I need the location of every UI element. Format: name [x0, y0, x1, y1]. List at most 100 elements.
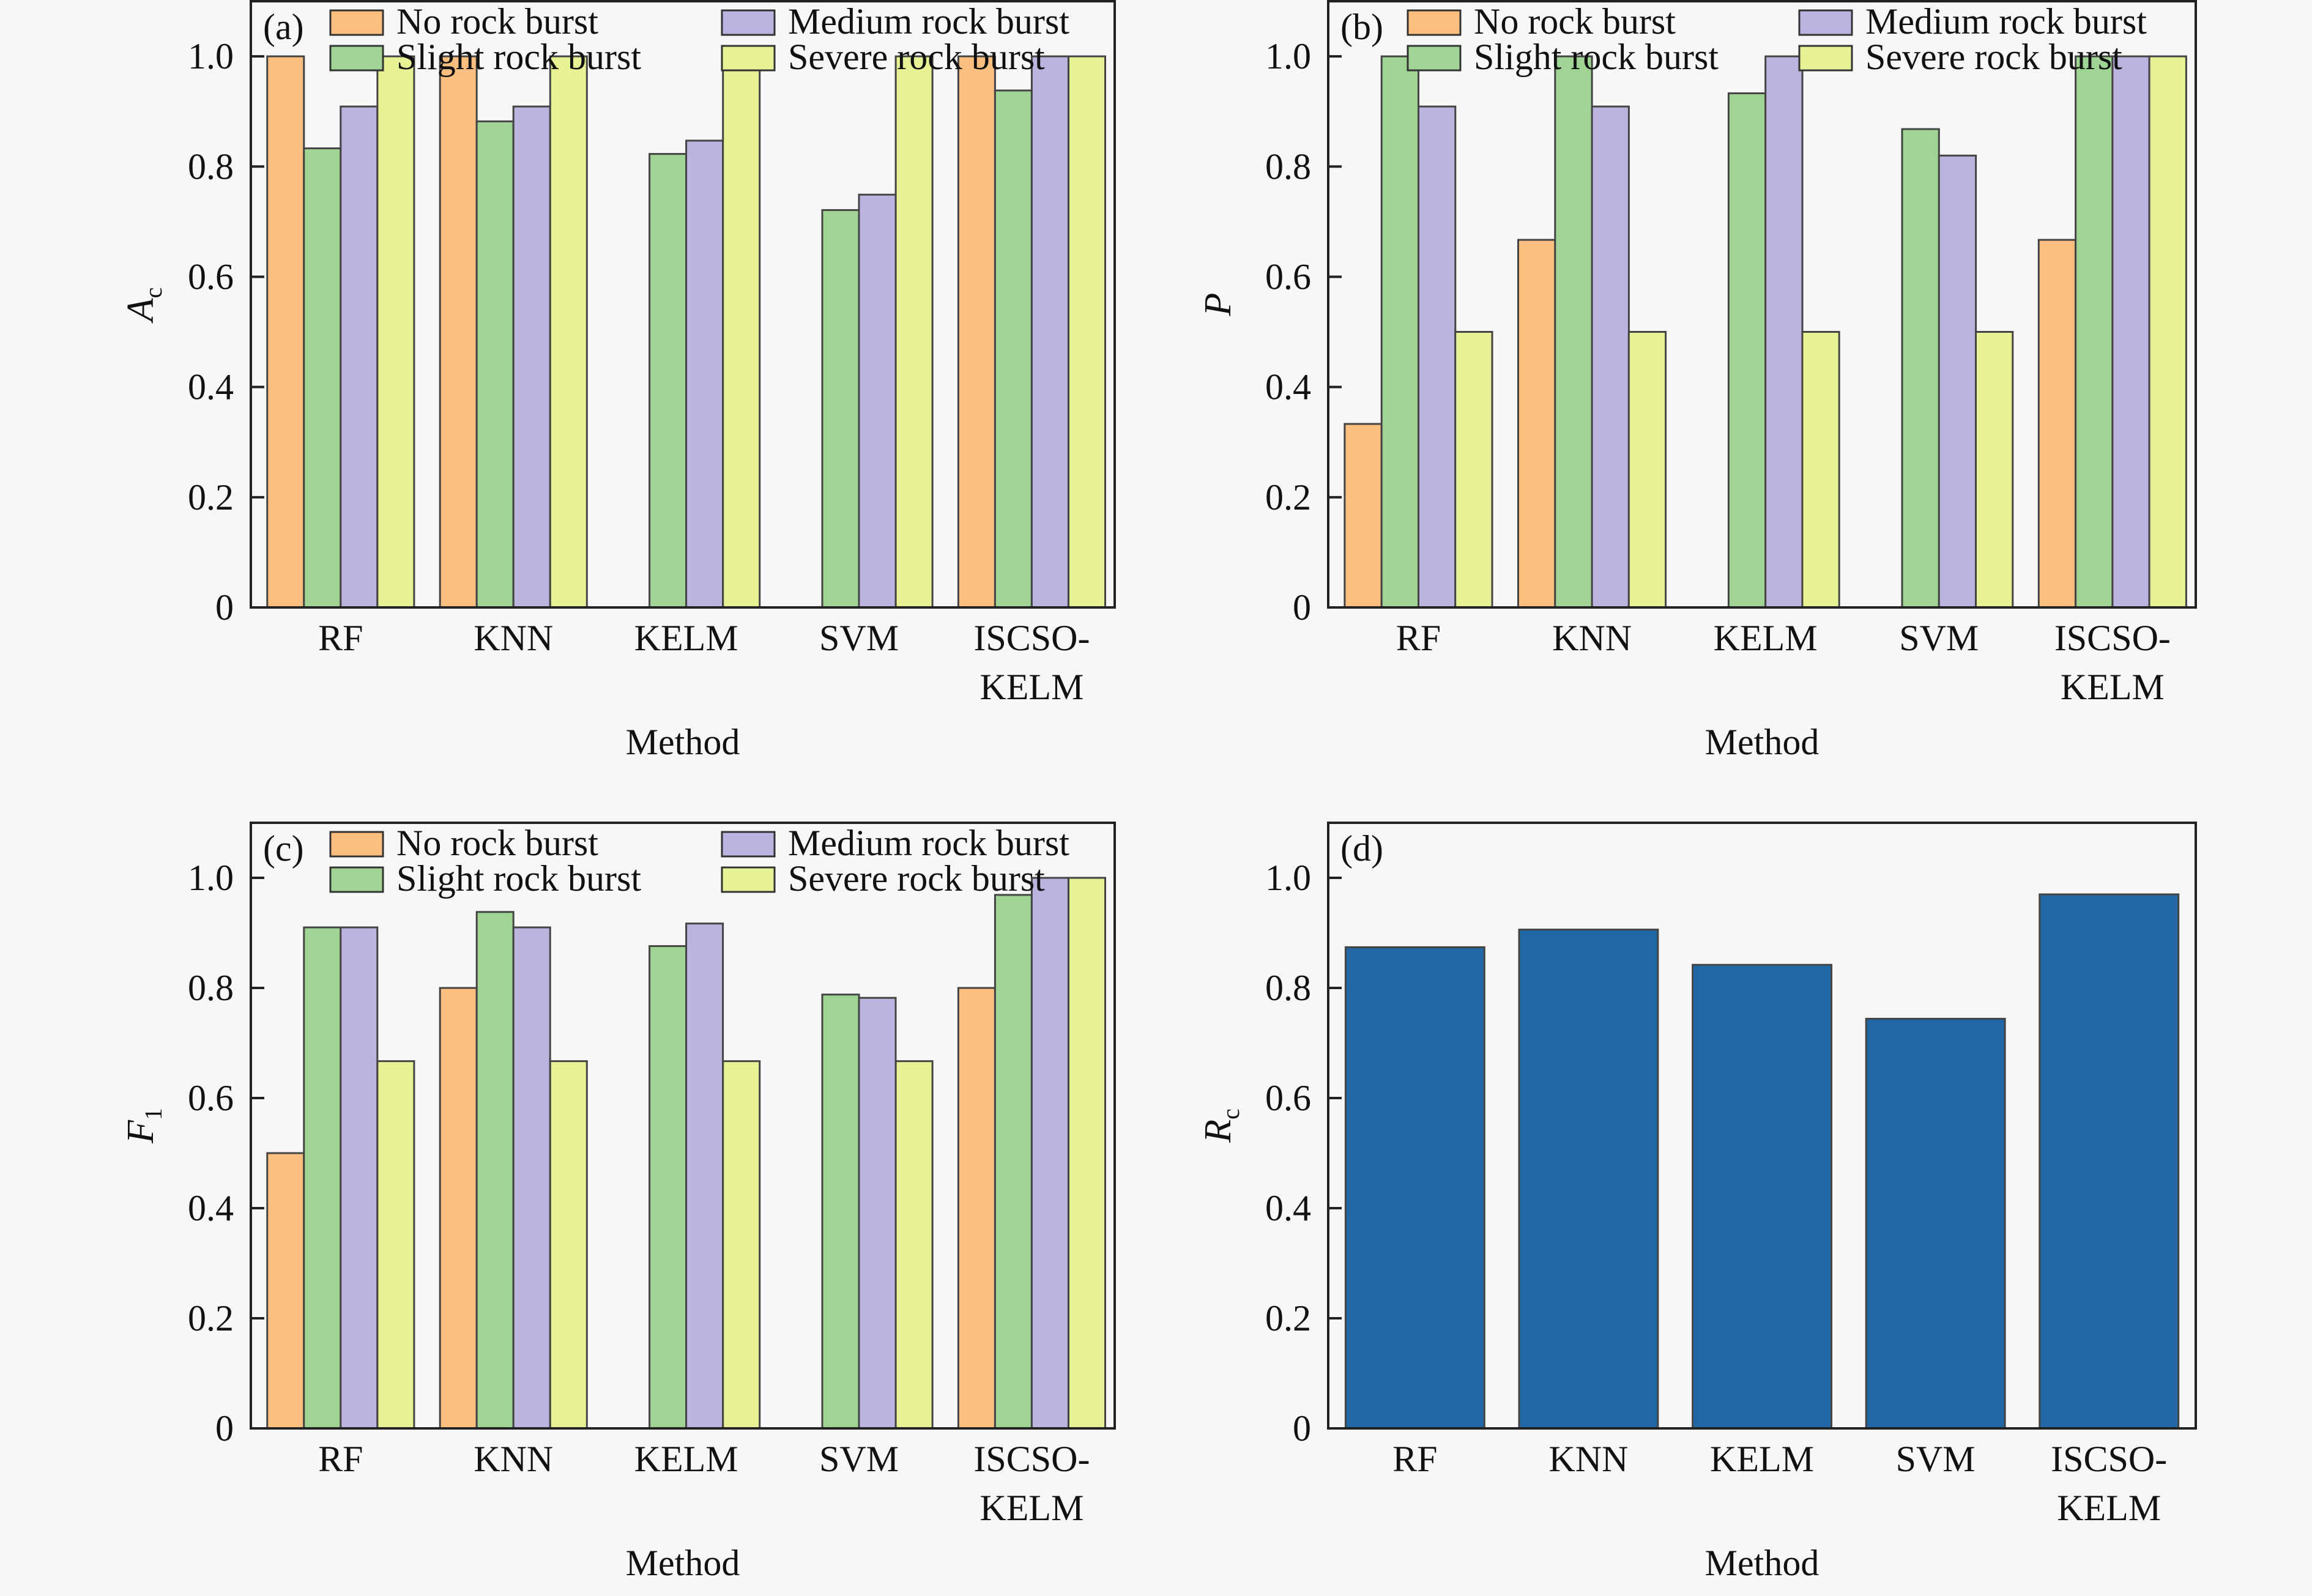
bar-rf-medium-rock-burst: [340, 105, 379, 609]
legend-item-slight-rock-burst: Slight rock burst: [329, 858, 641, 899]
bar-kelm-medium-rock-burst: [685, 922, 724, 1430]
legend-item-severe-rock-burst: Severe rock burst: [1798, 37, 2122, 77]
bar-iscso-kelm-medium-rock-burst: [2111, 55, 2150, 609]
legend-item-severe-rock-burst: Severe rock burst: [721, 37, 1045, 77]
x-tick-label: KELM: [634, 1439, 738, 1479]
legend-swatch: [721, 45, 776, 72]
bar-iscso-kelm-slight-rock-burst: [2075, 55, 2114, 609]
y-tick-label: 0: [215, 1408, 234, 1449]
bar-knn-slight-rock-burst: [475, 120, 515, 609]
x-tick-label: KNN: [1548, 1439, 1628, 1479]
bar-knn-no-rock-burst: [439, 55, 478, 609]
x-tick-label: ISCSO-: [2054, 618, 2171, 658]
bar-iscso-kelm-no-rock-burst: [2037, 239, 2077, 609]
bar-rf-slight-rock-burst: [303, 147, 342, 609]
bar-kelm-slight-rock-burst: [1727, 92, 1767, 609]
legend-swatch: [721, 9, 776, 36]
legend-label: Medium rock burst: [788, 823, 1069, 863]
legend-swatch: [1798, 9, 1853, 36]
bar-knn-medium-rock-burst: [512, 926, 551, 1430]
legend-label: Severe rock burst: [788, 37, 1045, 77]
panel-tag: (c): [263, 828, 304, 869]
legend-swatch: [329, 831, 384, 858]
bar-knn-slight-rock-burst: [475, 911, 515, 1430]
y-tick-label: 0: [215, 587, 234, 628]
y-tick-label: 0: [1293, 587, 1311, 628]
legend-label: Medium rock burst: [1865, 1, 2147, 42]
bar-svm-slight-rock-burst: [821, 993, 860, 1430]
x-tick-label: ISCSO-: [973, 618, 1090, 658]
legend-label: No rock burst: [396, 823, 598, 863]
y-tick-label: 1.0: [1265, 858, 1311, 898]
bar-rf-no-rock-burst: [1344, 423, 1383, 609]
bar-svm-medium-rock-burst: [858, 193, 897, 609]
x-tick-label: KELM: [634, 618, 738, 658]
bar-svm-slight-rock-burst: [1901, 128, 1940, 609]
bar-svm-medium-rock-burst: [1938, 154, 1977, 609]
bar-svm-severe-rock-burst: [894, 55, 934, 609]
y-axis-title: Ac: [120, 288, 167, 324]
legend-swatch: [721, 866, 776, 893]
y-tick-label: 1.0: [1265, 36, 1311, 76]
x-tick-label: SVM: [819, 618, 899, 658]
legend-swatch: [329, 45, 384, 72]
bar-knn-no-rock-burst: [439, 987, 478, 1430]
y-tick-label: 0.6: [1265, 1078, 1311, 1118]
bar-iscso-kelm-no-rock-burst: [957, 55, 996, 609]
x-axis-title: Method: [1705, 1543, 1819, 1583]
legend-item-slight-rock-burst: Slight rock burst: [1407, 37, 1719, 77]
x-tick-label: KELM: [1714, 618, 1818, 658]
bar-iscso-kelm-rc: [2039, 893, 2180, 1430]
y-tick-label: 0.4: [1265, 1188, 1311, 1228]
bar-rf-severe-rock-burst: [376, 1060, 415, 1430]
x-tick-label: RF: [318, 1439, 363, 1479]
bar-rf-slight-rock-burst: [303, 926, 342, 1430]
x-tick-label: KELM: [1710, 1439, 1814, 1479]
legend-item-medium-rock-burst: Medium rock burst: [721, 1, 1069, 42]
bar-knn-severe-rock-burst: [549, 1060, 588, 1430]
chart-panel-c: 0 0.2 0.4 0.6 0.8 1.0 RF KNN KELM SVM ISCSO- KELM Me…: [120, 822, 1116, 1583]
x-axis-title: Method: [626, 722, 740, 762]
legend-label: No rock burst: [1474, 1, 1676, 42]
bar-kelm-medium-rock-burst: [1764, 55, 1804, 609]
legend-swatch: [329, 866, 384, 893]
bar-kelm-slight-rock-burst: [649, 945, 688, 1430]
y-axis-title-subscript: c: [139, 288, 167, 299]
x-axis-title: Method: [626, 1543, 740, 1583]
bar-rf-severe-rock-burst: [1454, 331, 1493, 609]
chart-panel-d: 0 0.2 0.4 0.6 0.8 1.0 RF KNN KELM SVM ISCSO- KELM Me…: [1197, 822, 2197, 1583]
y-tick-label: 0.2: [1265, 477, 1311, 518]
legend-swatch: [1407, 45, 1462, 72]
x-tick-label: KNN: [1552, 618, 1632, 658]
y-axis-title-main: R: [1197, 1119, 1239, 1143]
bar-kelm-slight-rock-burst: [649, 153, 688, 609]
x-tick-label: SVM: [819, 1439, 899, 1479]
legend-swatch: [1407, 9, 1462, 36]
bar-rf-rc: [1344, 946, 1485, 1430]
legend-item-slight-rock-burst: Slight rock burst: [329, 37, 641, 77]
bar-kelm-rc: [1692, 963, 1833, 1430]
legend-label: Medium rock burst: [788, 1, 1069, 42]
bar-svm-medium-rock-burst: [858, 997, 897, 1430]
bar-svm-slight-rock-burst: [821, 209, 860, 609]
x-tick-label: KNN: [474, 618, 553, 658]
y-tick-label: 0.8: [188, 146, 234, 187]
x-tick-label: KELM: [2057, 1488, 2161, 1528]
y-tick-label: 0.8: [1265, 968, 1311, 1008]
y-axis-title: P: [1197, 293, 1239, 317]
x-tick-label: RF: [1396, 618, 1441, 658]
bar-knn-severe-rock-burst: [549, 55, 588, 609]
legend-item-no-rock-burst: No rock burst: [329, 823, 598, 863]
bar-iscso-kelm-slight-rock-burst: [994, 894, 1033, 1430]
y-tick-label: 0.6: [188, 1078, 234, 1118]
bar-rf-medium-rock-burst: [340, 926, 379, 1430]
y-tick-label: 0.6: [188, 256, 234, 297]
x-tick-label: SVM: [1899, 618, 1979, 658]
panel-tag: (b): [1340, 7, 1383, 47]
y-tick-label: 0.2: [1265, 1298, 1311, 1338]
y-axis-title-subscript: c: [1217, 1108, 1244, 1119]
x-tick-label: ISCSO-: [973, 1439, 1090, 1479]
